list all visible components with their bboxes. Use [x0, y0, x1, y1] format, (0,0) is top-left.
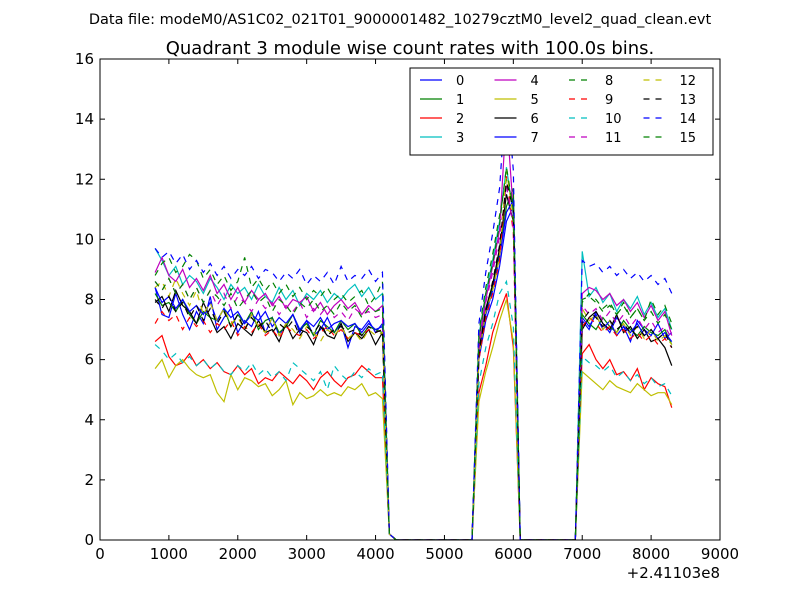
legend-box — [409, 67, 714, 156]
legend-label-9: 9 — [605, 93, 613, 108]
series-line-1 — [154, 188, 673, 540]
series-line-2 — [154, 293, 673, 540]
legend-label-5: 5 — [531, 93, 539, 108]
legend-label-11: 11 — [605, 131, 622, 146]
legend-label-15: 15 — [680, 131, 697, 146]
x-offset-label: +2.41103e8 — [627, 564, 720, 582]
legend-label-13: 13 — [680, 93, 697, 108]
x-tick-label: 4000 — [356, 545, 394, 563]
legend-label-12: 12 — [680, 74, 697, 89]
y-tick-label: 2 — [84, 471, 94, 489]
legend-label-0: 0 — [456, 74, 464, 89]
y-tick-label: 4 — [84, 411, 94, 429]
y-tick-label: 10 — [75, 230, 94, 248]
series-line-11 — [154, 185, 673, 540]
y-tick-label: 0 — [84, 531, 94, 549]
legend-label-14: 14 — [680, 112, 697, 127]
x-tick-label: 1000 — [150, 545, 188, 563]
x-tick-label: 9000 — [701, 545, 739, 563]
series-layer — [154, 89, 673, 540]
series-line-10 — [154, 279, 673, 540]
series-line-8 — [154, 179, 673, 540]
legend-label-6: 6 — [531, 112, 539, 127]
x-tick-label: 0 — [95, 545, 105, 563]
series-line-5 — [154, 299, 673, 540]
x-tick-label: 8000 — [632, 545, 670, 563]
series-line-12 — [154, 170, 673, 540]
y-tick-label: 6 — [84, 351, 94, 369]
y-tick-label: 12 — [75, 170, 94, 188]
legend-label-10: 10 — [605, 112, 622, 127]
x-tick-label: 5000 — [425, 545, 463, 563]
x-tick-label: 2000 — [219, 545, 257, 563]
x-tick-label: 3000 — [288, 545, 326, 563]
series-line-4 — [154, 113, 673, 540]
series-line-7 — [154, 198, 673, 540]
legend-label-4: 4 — [531, 74, 539, 89]
series-line-3 — [154, 167, 673, 540]
plot-frame — [99, 58, 721, 541]
legend-label-7: 7 — [531, 131, 539, 146]
x-tick-label: 7000 — [563, 545, 601, 563]
series-line-13 — [154, 182, 673, 540]
series-line-15 — [154, 167, 673, 540]
series-line-6 — [154, 194, 673, 540]
y-tick-label: 14 — [75, 110, 94, 128]
chart-title: Quadrant 3 module wise count rates with … — [166, 38, 655, 59]
axes: 0 1000 2000 3000 4000 5000 6000 7000 8000 9000 0 2 4… — [75, 50, 739, 563]
data-file-suptitle: Data file: modeM0/AS1C02_021T01_90000014… — [89, 12, 712, 28]
y-tick-label: 16 — [75, 50, 94, 68]
legend-label-8: 8 — [605, 74, 613, 89]
y-tick-label: 8 — [84, 291, 94, 309]
legend-label-2: 2 — [456, 112, 464, 127]
x-tick-label: 6000 — [494, 545, 532, 563]
legend-label-1: 1 — [456, 93, 464, 108]
legend-label-3: 3 — [456, 131, 464, 146]
